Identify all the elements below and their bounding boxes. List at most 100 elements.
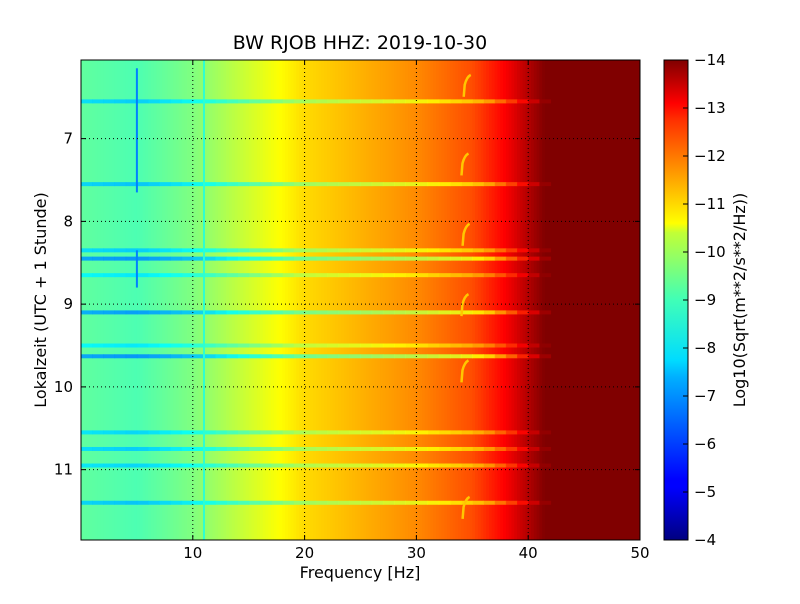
spectrum-column bbox=[108, 60, 113, 540]
spectrum-column bbox=[575, 60, 580, 540]
bright-band-segment bbox=[315, 273, 328, 278]
bright-band-segment bbox=[170, 248, 183, 253]
bright-band-segment bbox=[371, 310, 384, 315]
spectrum-column bbox=[472, 60, 476, 540]
bright-band-segment bbox=[438, 354, 451, 359]
spectrum-column bbox=[637, 60, 640, 540]
bright-band-segment bbox=[494, 430, 507, 435]
x-axis-ticks: 10 20 30 40 50 bbox=[183, 60, 650, 562]
spectrum-column bbox=[259, 60, 264, 540]
bright-band-segment bbox=[416, 446, 429, 451]
bright-band-segment bbox=[282, 310, 294, 315]
spectrum-column bbox=[511, 60, 515, 540]
bright-band-segment bbox=[215, 256, 227, 261]
bright-band-segment bbox=[539, 354, 552, 359]
bright-band-segment bbox=[92, 182, 104, 187]
spectrum-column bbox=[103, 60, 107, 540]
spectrum-column bbox=[368, 60, 373, 540]
bright-band-segment bbox=[181, 500, 194, 505]
spectrum-column bbox=[282, 60, 286, 540]
bright-band-segment bbox=[215, 430, 227, 435]
spectrum-column bbox=[89, 60, 93, 540]
bright-band-segment bbox=[203, 446, 216, 451]
bright-band-segment bbox=[405, 343, 417, 348]
spectrum-column bbox=[276, 60, 281, 540]
bright-band-segment bbox=[114, 446, 127, 451]
spectrum-column bbox=[170, 60, 174, 540]
bright-band-segment bbox=[461, 99, 473, 104]
hook-features bbox=[460, 73, 472, 520]
bright-band-segment bbox=[125, 343, 138, 348]
bright-band-segment bbox=[315, 500, 328, 505]
spectrum-column bbox=[382, 60, 387, 540]
bright-band-segment bbox=[125, 354, 138, 359]
spectrum-column bbox=[374, 60, 378, 540]
bright-band-segment bbox=[517, 343, 529, 348]
spectrum-column bbox=[514, 60, 518, 540]
spectrum-column bbox=[142, 60, 146, 540]
spectrum-column bbox=[360, 60, 364, 540]
bright-band-segment bbox=[338, 354, 350, 359]
bright-band-segment bbox=[405, 500, 417, 505]
bright-band-segment bbox=[326, 446, 339, 451]
bright-band-segment bbox=[349, 310, 361, 315]
spectrum-column bbox=[603, 60, 608, 540]
bright-band-segment bbox=[517, 273, 529, 278]
bright-band-segment bbox=[259, 500, 272, 505]
spectrum-column bbox=[81, 60, 85, 540]
bright-band-segment bbox=[494, 500, 507, 505]
bright-band-segment bbox=[203, 343, 216, 348]
bright-band-segment bbox=[192, 273, 205, 278]
bright-band-segment bbox=[125, 463, 138, 468]
spectrum-column bbox=[254, 60, 258, 540]
spectrum-column bbox=[97, 60, 102, 540]
bright-band-segment bbox=[237, 343, 250, 348]
bright-band-segment bbox=[170, 343, 183, 348]
spectrum-column bbox=[452, 60, 457, 540]
spectrum-column bbox=[620, 60, 624, 540]
spectral-lines bbox=[135, 60, 205, 540]
bright-band-segment bbox=[215, 500, 227, 505]
bright-band-segment bbox=[315, 310, 328, 315]
spectrum-column bbox=[427, 60, 431, 540]
spectrum-column bbox=[125, 60, 130, 540]
spectrum-column bbox=[435, 60, 440, 540]
spectrum-column bbox=[447, 60, 451, 540]
bright-band-segment bbox=[159, 99, 171, 104]
spectrum-column bbox=[184, 60, 188, 540]
spectrum-column bbox=[268, 60, 272, 540]
bright-band-segment bbox=[505, 430, 518, 435]
spectrum-column bbox=[584, 60, 588, 540]
bright-band-segment bbox=[360, 256, 373, 261]
bright-band-segment bbox=[293, 463, 306, 468]
bright-band-segment bbox=[271, 463, 283, 468]
bright-band-segment bbox=[528, 273, 540, 278]
spectrum-column bbox=[421, 60, 426, 540]
spectrum-column bbox=[578, 60, 582, 540]
colorbar-label: Log10(Sqrt(m**2/s**2/Hz)) bbox=[730, 193, 749, 408]
spectrum-column bbox=[433, 60, 437, 540]
bright-band-segment bbox=[125, 310, 138, 315]
bright-band-segment bbox=[92, 248, 104, 253]
bright-band-segment bbox=[114, 273, 127, 278]
bright-band-segment bbox=[114, 343, 127, 348]
bright-band-segment bbox=[360, 248, 373, 253]
spectrum-column bbox=[609, 60, 613, 540]
bright-band-segment bbox=[416, 343, 429, 348]
bright-band-segment bbox=[315, 354, 328, 359]
bright-band-segment bbox=[427, 463, 440, 468]
bright-band-segment bbox=[438, 310, 451, 315]
spectrum-column bbox=[567, 60, 571, 540]
bright-band-segment bbox=[360, 463, 373, 468]
bright-band-segment bbox=[517, 430, 529, 435]
bright-band-segment bbox=[248, 500, 261, 505]
bright-band-segment bbox=[170, 463, 183, 468]
spectrum-column bbox=[187, 60, 191, 540]
bright-band-segment bbox=[271, 248, 283, 253]
spectrum-column bbox=[173, 60, 177, 540]
bright-band-segment bbox=[215, 354, 227, 359]
hook-feature bbox=[460, 293, 470, 317]
spectrum-column bbox=[586, 60, 591, 540]
bright-band-segment bbox=[293, 182, 306, 187]
bright-band-segment bbox=[371, 500, 384, 505]
